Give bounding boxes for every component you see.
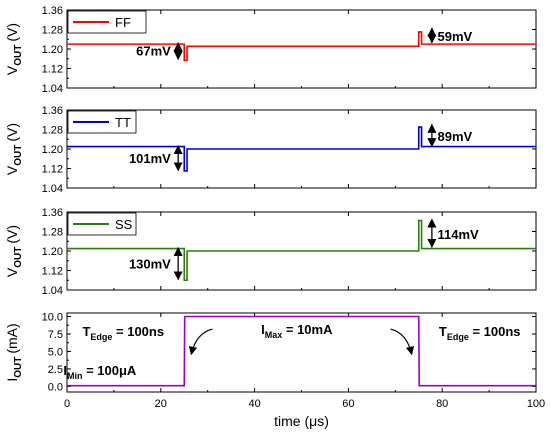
panel-tt: 1.04 1.12 1.20 1.28 1.36 VOUT (V) TT 101mV 89mV [4,105,537,195]
delta-annotation: 130mV [129,256,171,271]
y-axis-label-unit: (V) [4,23,20,42]
legend-label: FF [115,15,131,30]
y-tick-label: 1.12 [42,64,63,76]
anno-rest: = 100ns [112,324,164,339]
y-axis-label: VOUT (V) [4,123,24,175]
y-tick-label: 1.04 [42,285,63,297]
x-tick-label: 0 [64,398,70,410]
anno-main: I [63,363,67,378]
panel-ss: 1.04 1.12 1.20 1.28 1.36 VOUT (V) SS 130mV 114mV [4,207,537,297]
y-tick-label: 1.12 [42,164,63,176]
x-tick-label: 40 [248,398,260,410]
anno-sub: Min [67,371,83,381]
current-annotation: TEdge = 100ns [82,324,164,342]
delta-annotation: 101mV [129,151,171,166]
y-axis-label-main: V [4,267,20,277]
y-tick-label: 1.28 [42,227,63,239]
y-tick-label: 1.36 [42,207,63,219]
series-line-iout [67,315,536,387]
anno-sub: Max [265,330,283,340]
series-line-tt [67,126,536,172]
y-axis-label: VOUT (V) [4,225,24,277]
y-tick-label: 1.04 [42,183,63,195]
y-tick-label: 1.20 [42,246,63,258]
y-tick-label: 1.28 [42,125,63,137]
anno-main: T [439,324,447,339]
anno-sub: Edge [447,332,469,342]
legend-label: SS [115,217,133,232]
y-axis-label: VOUT (V) [4,23,24,75]
delta-annotation: 59mV [438,29,473,44]
y-tick-label: 10.0 [42,311,63,323]
y-tick-label: 1.36 [42,105,63,117]
anno-rest: = 100ns [469,324,521,339]
anno-main: T [82,324,90,339]
x-tick-label: 80 [436,398,448,410]
y-axis-label: IOUT (mA) [4,323,24,381]
x-axis-label: time (μs) [274,413,329,429]
y-axis-label-unit: (V) [4,123,20,142]
y-axis-label-unit: (V) [4,225,20,244]
y-axis-label-main: V [4,165,20,175]
delta-annotation: 89mV [438,129,473,144]
anno-rest: = 100μA [82,363,136,378]
panel-ff: 1.04 1.12 1.20 1.28 1.36 VOUT (V) FF 67mV 59mV [4,5,537,95]
y-tick-label: 1.20 [42,44,63,56]
x-tick-label: 60 [342,398,354,410]
x-tick-label: 100 [527,398,545,410]
y-axis-label-main: V [4,65,20,75]
y-axis-label-sub: OUT [13,45,24,66]
delta-annotation: 67mV [136,43,171,58]
y-axis-label-sub: OUT [13,357,24,378]
legend: FF [67,10,147,34]
fall-edge-arrow [390,328,415,356]
y-tick-label: 7.5 [48,329,63,341]
y-tick-label: 5.0 [48,346,63,358]
y-axis-label-main: I [4,378,20,382]
y-tick-label: 1.20 [42,144,63,156]
y-axis-label-sub: OUT [13,247,24,268]
delta-annotation: 114mV [438,227,480,242]
y-axis-label-sub: OUT [13,145,24,166]
series-line-ss [67,219,536,282]
x-tick-label: 20 [155,398,167,410]
y-tick-label: 2.5 [48,364,63,376]
current-annotation: TEdge = 100ns [439,324,521,342]
y-tick-label: 1.28 [42,25,63,37]
series-line-ff [67,31,536,62]
legend: SS [67,212,137,236]
anno-main: I [261,322,265,337]
rise-edge-arrow [188,328,213,356]
current-annotation: IMin = 100μA [63,363,137,381]
y-tick-label: 1.12 [42,266,63,278]
legend: TT [67,110,137,134]
current-annotation: IMax = 10mA [261,322,333,340]
y-tick-label: 1.36 [42,5,63,17]
y-tick-label: 0.0 [48,381,63,393]
anno-sub: Edge [90,332,112,342]
y-tick-label: 1.04 [42,83,63,95]
y-axis-label-unit: (mA) [4,323,20,353]
legend-label: TT [115,115,131,130]
anno-rest: = 10mA [282,322,333,337]
